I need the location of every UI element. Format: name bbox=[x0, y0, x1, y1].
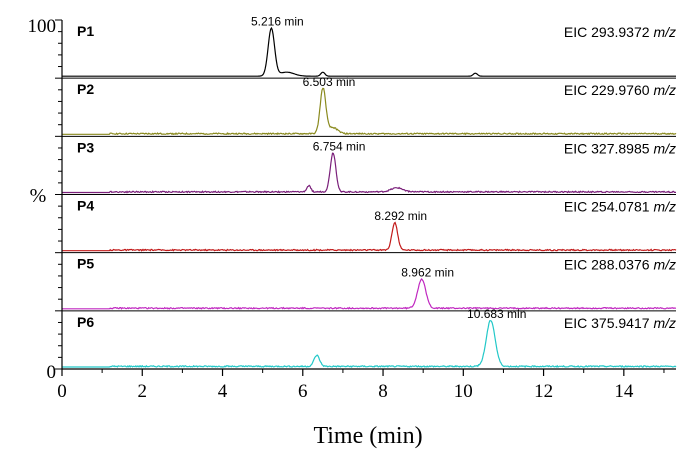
eic-label: EIC 229.9760 m/z bbox=[564, 82, 676, 98]
x-tick-label: 14 bbox=[614, 381, 634, 402]
x-tick-label: 6 bbox=[298, 381, 308, 402]
peak-label: 6.503 min bbox=[303, 75, 356, 89]
x-tick-label: 12 bbox=[534, 381, 553, 402]
x-tick-label: 2 bbox=[138, 381, 148, 402]
peak-label: 8.292 min bbox=[374, 209, 427, 223]
x-tick-label: 8 bbox=[378, 381, 388, 402]
panel-p1: P1 5.216 min EIC 293.9372 m/z bbox=[62, 15, 676, 77]
peak-label: 10.683 min bbox=[467, 307, 526, 321]
trace-p1 bbox=[62, 26, 676, 77]
peak-label: 8.962 min bbox=[401, 266, 454, 280]
trace-p6 bbox=[62, 320, 677, 368]
panel-p3: P3 6.754 min EIC 327.8985 m/z bbox=[62, 135, 676, 194]
panel-label: P2 bbox=[77, 81, 94, 97]
panel-label: P3 bbox=[77, 139, 94, 155]
panel-label: P6 bbox=[77, 314, 94, 330]
eic-label: EIC 375.9417 m/z bbox=[564, 315, 676, 331]
eic-label: EIC 327.8985 m/z bbox=[564, 140, 676, 156]
panel-label: P4 bbox=[77, 198, 94, 214]
axes: 0 2 4 6 8 10 12 14 100 0 % Time (min) bbox=[28, 16, 676, 449]
panel-label: P1 bbox=[77, 23, 94, 39]
panel-p6: P6 10.683 min EIC 375.9417 m/z bbox=[62, 307, 677, 368]
peak-label: 6.754 min bbox=[313, 139, 366, 153]
trace-p5 bbox=[62, 278, 677, 310]
x-tick-label: 10 bbox=[454, 381, 473, 402]
y-ticks bbox=[55, 19, 62, 370]
panels: P1 5.216 min EIC 293.9372 m/z P2 6.503 min EI… bbox=[62, 15, 677, 368]
trace-p4 bbox=[62, 221, 677, 252]
trace-p2 bbox=[62, 87, 677, 136]
x-axis-title: Time (min) bbox=[313, 423, 422, 449]
panel-label: P5 bbox=[77, 256, 94, 272]
y-tick-label-top: 100 bbox=[28, 16, 57, 37]
trace-p3 bbox=[62, 152, 676, 194]
panel-p2: P2 6.503 min EIC 229.9760 m/z bbox=[62, 75, 677, 136]
eic-label: EIC 254.0781 m/z bbox=[564, 199, 676, 215]
eic-label: EIC 293.9372 m/z bbox=[564, 24, 676, 40]
panel-p4: P4 8.292 min EIC 254.0781 m/z bbox=[62, 194, 677, 252]
x-tick-label: 0 bbox=[57, 381, 67, 402]
y-axis-label: % bbox=[30, 185, 47, 207]
panel-p5: P5 8.962 min EIC 288.0376 m/z bbox=[62, 252, 677, 310]
y-tick-label-bottom: 0 bbox=[47, 362, 57, 383]
x-ticks: 0 2 4 6 8 10 12 14 bbox=[57, 369, 665, 402]
x-tick-label: 4 bbox=[218, 381, 228, 402]
eic-label: EIC 288.0376 m/z bbox=[564, 257, 676, 273]
peak-label: 5.216 min bbox=[251, 15, 304, 29]
